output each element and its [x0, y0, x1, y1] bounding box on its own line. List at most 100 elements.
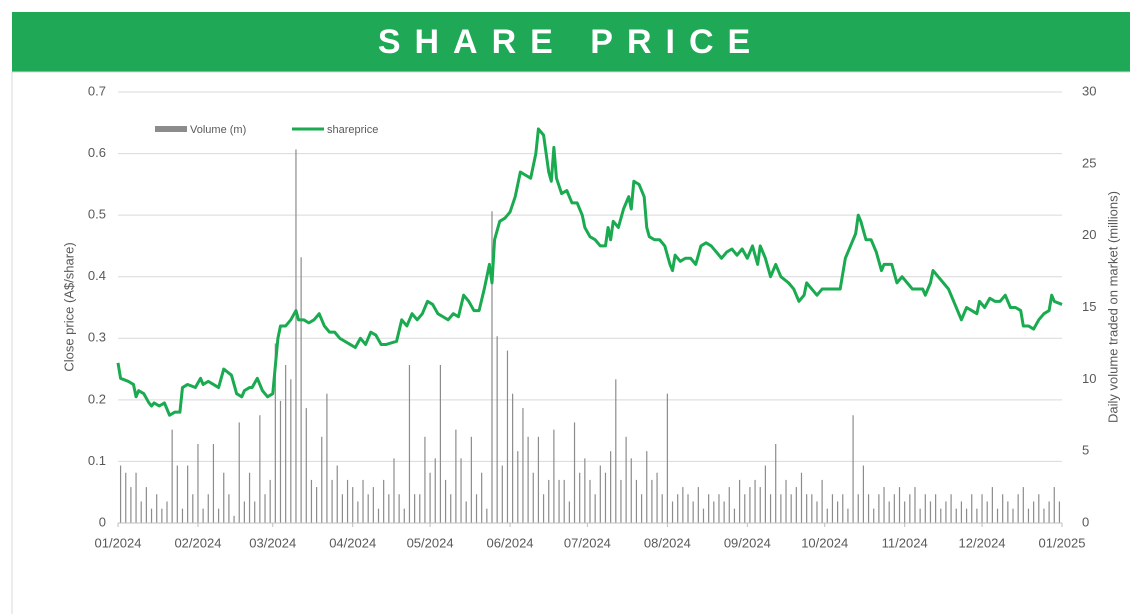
volume-bar [831, 494, 834, 523]
volume-bar [424, 436, 426, 523]
volume-bar [274, 343, 276, 523]
volume-bar [965, 508, 968, 523]
volume-bar [486, 508, 488, 523]
volume-bar [202, 508, 204, 523]
volume-bar [733, 508, 736, 523]
volume-bar [1033, 501, 1035, 523]
y-tick-label: 0.7 [88, 83, 106, 98]
volume-bar [346, 479, 349, 523]
volume-bar [898, 487, 901, 523]
volume-bar [321, 436, 323, 523]
volume-bar [264, 494, 266, 523]
volume-bar [470, 436, 472, 523]
volume-bar [661, 494, 663, 523]
volume-bar [625, 436, 627, 523]
frame [11, 71, 1130, 614]
volume-bar [909, 494, 911, 523]
volume-bar [532, 472, 534, 523]
volume-bar [119, 465, 122, 523]
volume-bar [837, 501, 839, 523]
volume-bar [522, 408, 524, 523]
volume-bar [434, 458, 436, 523]
y2-axis-label: Daily volume traded on market (millions) [1105, 191, 1120, 423]
volume-bar [769, 494, 772, 523]
x-tick-label: 03/2024 [249, 535, 296, 550]
volume-bar [419, 494, 421, 523]
volume-bar [393, 458, 395, 523]
volume-bar [305, 408, 307, 523]
volume-bar [300, 257, 302, 523]
volume-bar [651, 479, 653, 523]
volume-bar [785, 479, 787, 523]
y2-tick-label: 20 [1082, 227, 1096, 242]
y2-tick-label: 0 [1082, 514, 1089, 529]
volume-bar [723, 501, 725, 523]
volume-bar [976, 508, 978, 523]
volume-bar [929, 501, 932, 523]
volume-bar [800, 472, 803, 523]
volume-bar [754, 479, 756, 523]
volume-bar [563, 479, 565, 523]
x-tick-label: 11/2024 [882, 535, 928, 550]
volume-bar [383, 479, 385, 523]
y2-tick-label: 10 [1082, 371, 1096, 386]
volume-bar [450, 494, 452, 523]
volume-bar [1007, 501, 1009, 523]
volume-bar [279, 400, 282, 523]
volume-bar [197, 443, 199, 523]
volume-bar [682, 487, 684, 523]
volume-bar [764, 465, 766, 523]
volume-bar [708, 494, 710, 523]
volume-bar [821, 479, 823, 523]
y2-tick-label: 15 [1082, 299, 1096, 314]
volume-bar [316, 487, 318, 523]
volume-bar [156, 494, 158, 523]
header: SHARE PRICE [12, 12, 1130, 72]
x-tick-label: 01/2024 [95, 535, 142, 550]
volume-bar [295, 149, 297, 523]
volume-bar [553, 429, 555, 523]
volume-bar [460, 458, 462, 523]
volume-bar [171, 429, 173, 523]
volume-bar [568, 501, 570, 523]
volume-bar [475, 494, 478, 523]
volume-bar [873, 508, 875, 523]
volume-bar [950, 494, 952, 523]
volume-bar [192, 494, 194, 523]
volume-bar [826, 508, 828, 523]
volume-bar [388, 494, 390, 523]
volume-bar [1048, 501, 1050, 523]
volume-bar [935, 494, 937, 523]
volume-bar [414, 494, 416, 523]
volume-bar [656, 472, 658, 523]
volume-bar [738, 479, 741, 523]
y-axis-label: Close price (A$/share) [61, 242, 76, 371]
volume-bar [924, 494, 926, 523]
volume-bar [1002, 494, 1004, 523]
volume-bar [259, 415, 261, 523]
legend-label: Volume (m) [190, 124, 246, 136]
volume-bar [945, 501, 947, 523]
y2-tick-label: 5 [1082, 443, 1089, 458]
volume-bar [285, 364, 287, 523]
volume-bar [991, 487, 993, 523]
volume-bar [790, 494, 792, 523]
y-tick-label: 0.6 [88, 145, 106, 160]
volume-bar [238, 422, 240, 523]
volume-bar [398, 494, 400, 523]
volume-bar [455, 429, 457, 523]
volume-bar [207, 494, 209, 523]
volume-bar [640, 494, 643, 523]
volume-bar [610, 451, 612, 523]
volume-bar [512, 393, 514, 523]
volume-bar [996, 508, 999, 523]
volume-bar [857, 494, 859, 523]
volume-bar [408, 364, 411, 523]
x-tick-label: 07/2024 [564, 535, 611, 550]
volume-bar [465, 501, 467, 523]
x-tick-label: 02/2024 [174, 535, 221, 550]
volume-bar [1022, 487, 1024, 523]
volume-bar [228, 494, 230, 523]
volume-bar [584, 458, 586, 523]
